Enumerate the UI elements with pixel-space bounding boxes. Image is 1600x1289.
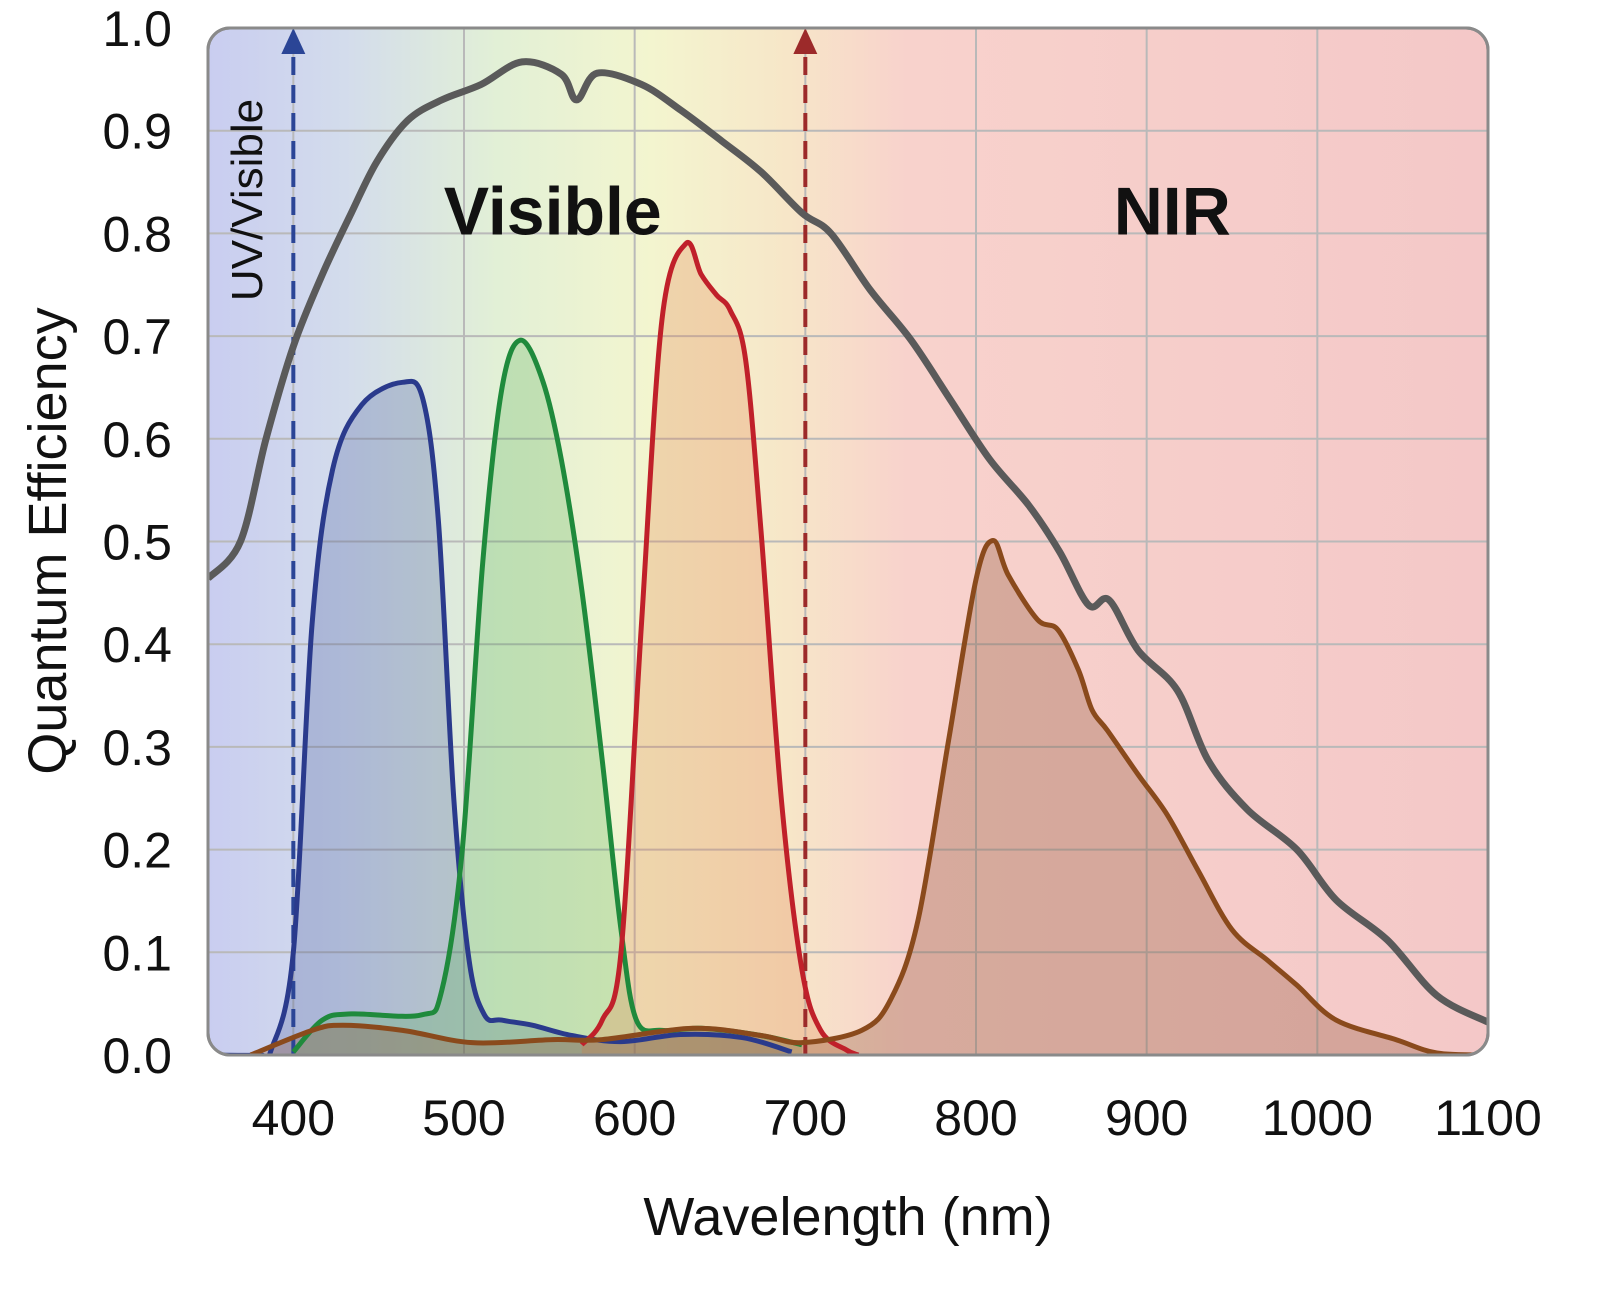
x-tick-label: 900 xyxy=(1105,1090,1188,1146)
annotation-nir: NIR xyxy=(1114,173,1231,249)
x-tick-label: 800 xyxy=(934,1090,1017,1146)
annotation-visible: Visible xyxy=(444,173,662,249)
x-tick-label: 1100 xyxy=(1434,1090,1542,1146)
x-tick-label: 700 xyxy=(764,1090,847,1146)
y-tick-label: 0.6 xyxy=(102,412,172,468)
y-tick-label: 0.0 xyxy=(102,1028,172,1084)
series-0-line xyxy=(208,58,1488,1026)
y-tick-label: 0.7 xyxy=(102,309,172,365)
x-tick-label: 500 xyxy=(422,1090,505,1146)
x-tick-label: 1000 xyxy=(1262,1090,1373,1146)
y-tick-label: 1.0 xyxy=(102,1,172,57)
y-tick-label: 0.5 xyxy=(102,515,172,571)
x-tick-label: 400 xyxy=(252,1090,335,1146)
y-tick-label: 0.4 xyxy=(102,617,172,673)
plot-border xyxy=(206,26,1490,1057)
region-markers xyxy=(281,28,818,1055)
annotations: UV/Visible Visible NIR xyxy=(223,99,1231,301)
y-axis-label: Quantum Efficiency xyxy=(18,307,78,774)
series-3-line xyxy=(579,239,860,1055)
x-axis-label: Wavelength (nm) xyxy=(643,1187,1052,1247)
series-2-area xyxy=(293,340,802,1055)
series-lines xyxy=(208,58,1488,1055)
series-1-line xyxy=(208,378,793,1055)
arrow-up-icon xyxy=(281,28,306,54)
y-tick-label: 0.1 xyxy=(102,925,172,981)
arrow-up-icon xyxy=(793,28,818,54)
series-fills xyxy=(208,242,1488,1055)
annotation-uv-visible: UV/Visible xyxy=(223,99,272,301)
grid xyxy=(208,28,1488,1055)
y-tick-label: 0.3 xyxy=(102,720,172,776)
y-tick-labels: 0.0 0.1 0.2 0.3 0.4 0.5 0.6 0.7 0.8 0.9 1.0 xyxy=(102,1,172,1084)
y-tick-label: 0.8 xyxy=(102,206,172,262)
x-tick-labels: 400 500 600 700 800 900 1000 1100 xyxy=(252,1090,1542,1146)
x-tick-label: 600 xyxy=(593,1090,676,1146)
y-tick-label: 0.9 xyxy=(102,104,172,160)
series-4-area xyxy=(250,540,1488,1055)
series-1-area xyxy=(208,381,792,1055)
series-4-line xyxy=(249,537,1488,1055)
series-3-area xyxy=(581,242,859,1055)
y-tick-label: 0.2 xyxy=(102,823,172,879)
series-2-line xyxy=(291,337,803,1054)
